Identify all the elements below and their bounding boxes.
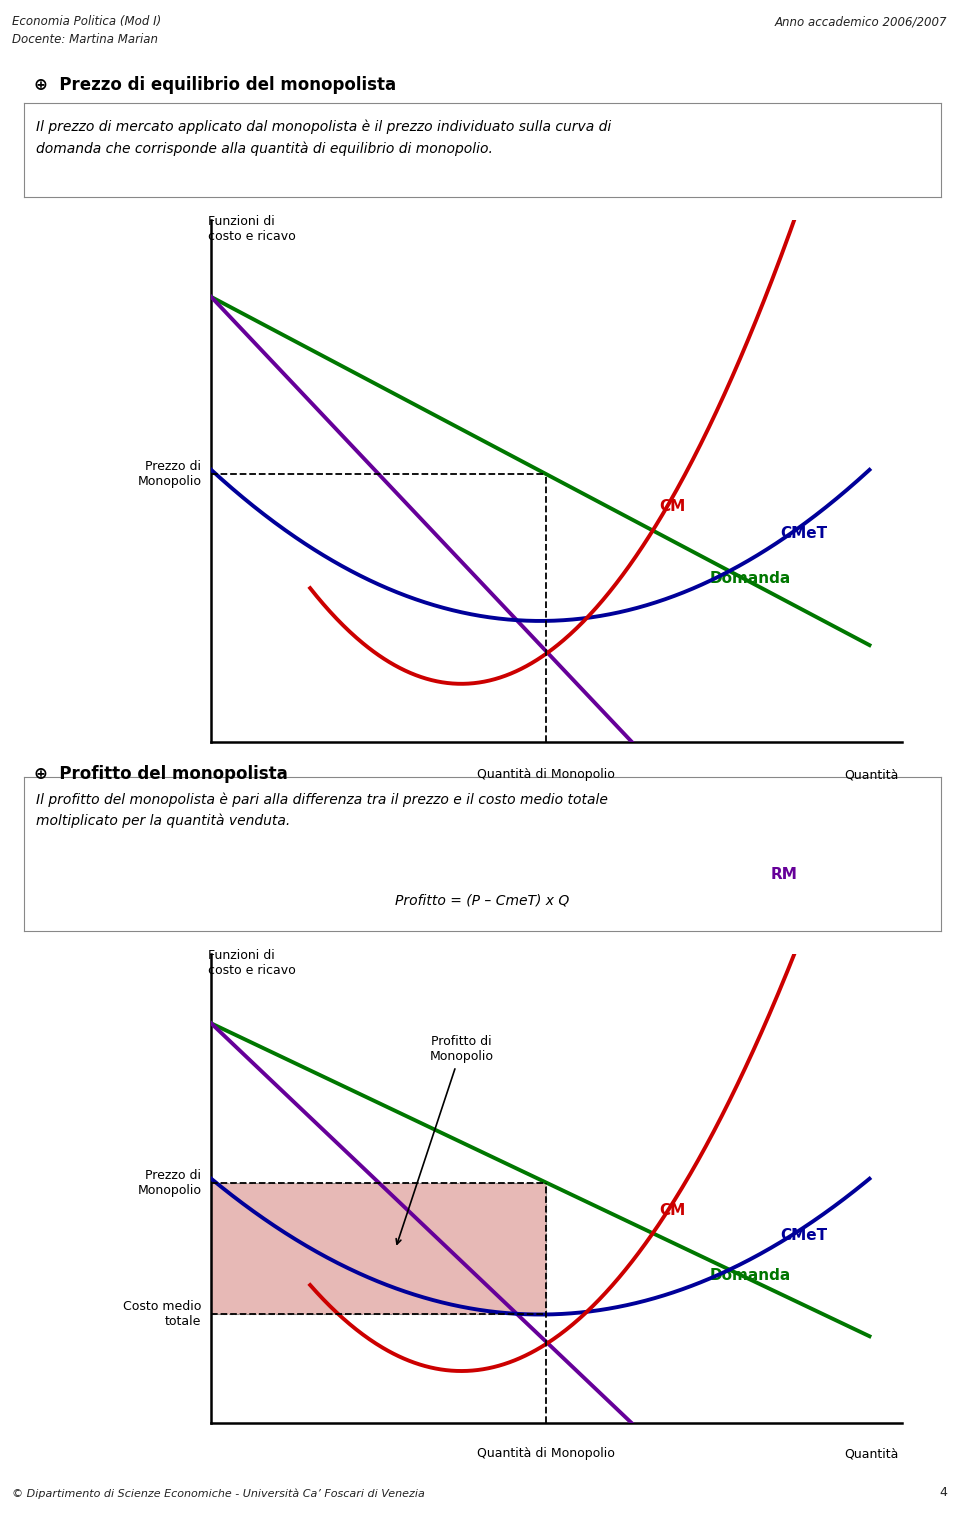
Text: Economia Politica (Mod I): Economia Politica (Mod I): [12, 15, 161, 29]
Text: CM: CM: [659, 1204, 685, 1219]
Text: Il profitto del monopolista è pari alla differenza tra il prezzo e il costo medi: Il profitto del monopolista è pari alla …: [36, 792, 608, 828]
Text: CMeT: CMeT: [780, 1228, 828, 1243]
Text: Prezzo di
Monopolio: Prezzo di Monopolio: [137, 460, 202, 488]
Text: Il prezzo di mercato applicato dal monopolista è il prezzo individuato sulla cur: Il prezzo di mercato applicato dal monop…: [36, 120, 612, 156]
Text: RM: RM: [771, 868, 798, 883]
Text: Quantità di Monopolio: Quantità di Monopolio: [477, 769, 615, 781]
Text: Prezzo di
Monopolio: Prezzo di Monopolio: [137, 1169, 202, 1196]
Text: ⊕  Profitto del monopolista: ⊕ Profitto del monopolista: [34, 765, 287, 783]
Text: Quantità di Monopolio: Quantità di Monopolio: [477, 1447, 615, 1459]
Text: ⊕  Prezzo di equilibrio del monopolista: ⊕ Prezzo di equilibrio del monopolista: [34, 76, 396, 94]
Text: Funzioni di
costo e ricavo: Funzioni di costo e ricavo: [208, 949, 296, 978]
Text: CMeT: CMeT: [780, 527, 828, 542]
Text: Quantità: Quantità: [845, 769, 900, 781]
Text: Docente: Martina Marian: Docente: Martina Marian: [12, 33, 158, 47]
Text: Profitto di
Monopolio: Profitto di Monopolio: [396, 1036, 493, 1245]
Text: Domanda: Domanda: [709, 571, 790, 586]
Text: Costo medio
totale: Costo medio totale: [123, 1301, 202, 1328]
Text: Profitto = (P – CmeT) x Q: Profitto = (P – CmeT) x Q: [396, 893, 569, 908]
Text: Domanda: Domanda: [709, 1269, 790, 1284]
Text: 4: 4: [940, 1485, 948, 1499]
Text: CM: CM: [659, 500, 685, 515]
Text: Quantità: Quantità: [845, 1447, 900, 1459]
Text: Funzioni di
costo e ricavo: Funzioni di costo e ricavo: [208, 215, 296, 242]
Bar: [211, 1182, 546, 1314]
Text: Anno accademico 2006/2007: Anno accademico 2006/2007: [775, 15, 948, 29]
Text: © Dipartimento di Scienze Economiche - Università Ca’ Foscari di Venezia: © Dipartimento di Scienze Economiche - U…: [12, 1488, 425, 1499]
